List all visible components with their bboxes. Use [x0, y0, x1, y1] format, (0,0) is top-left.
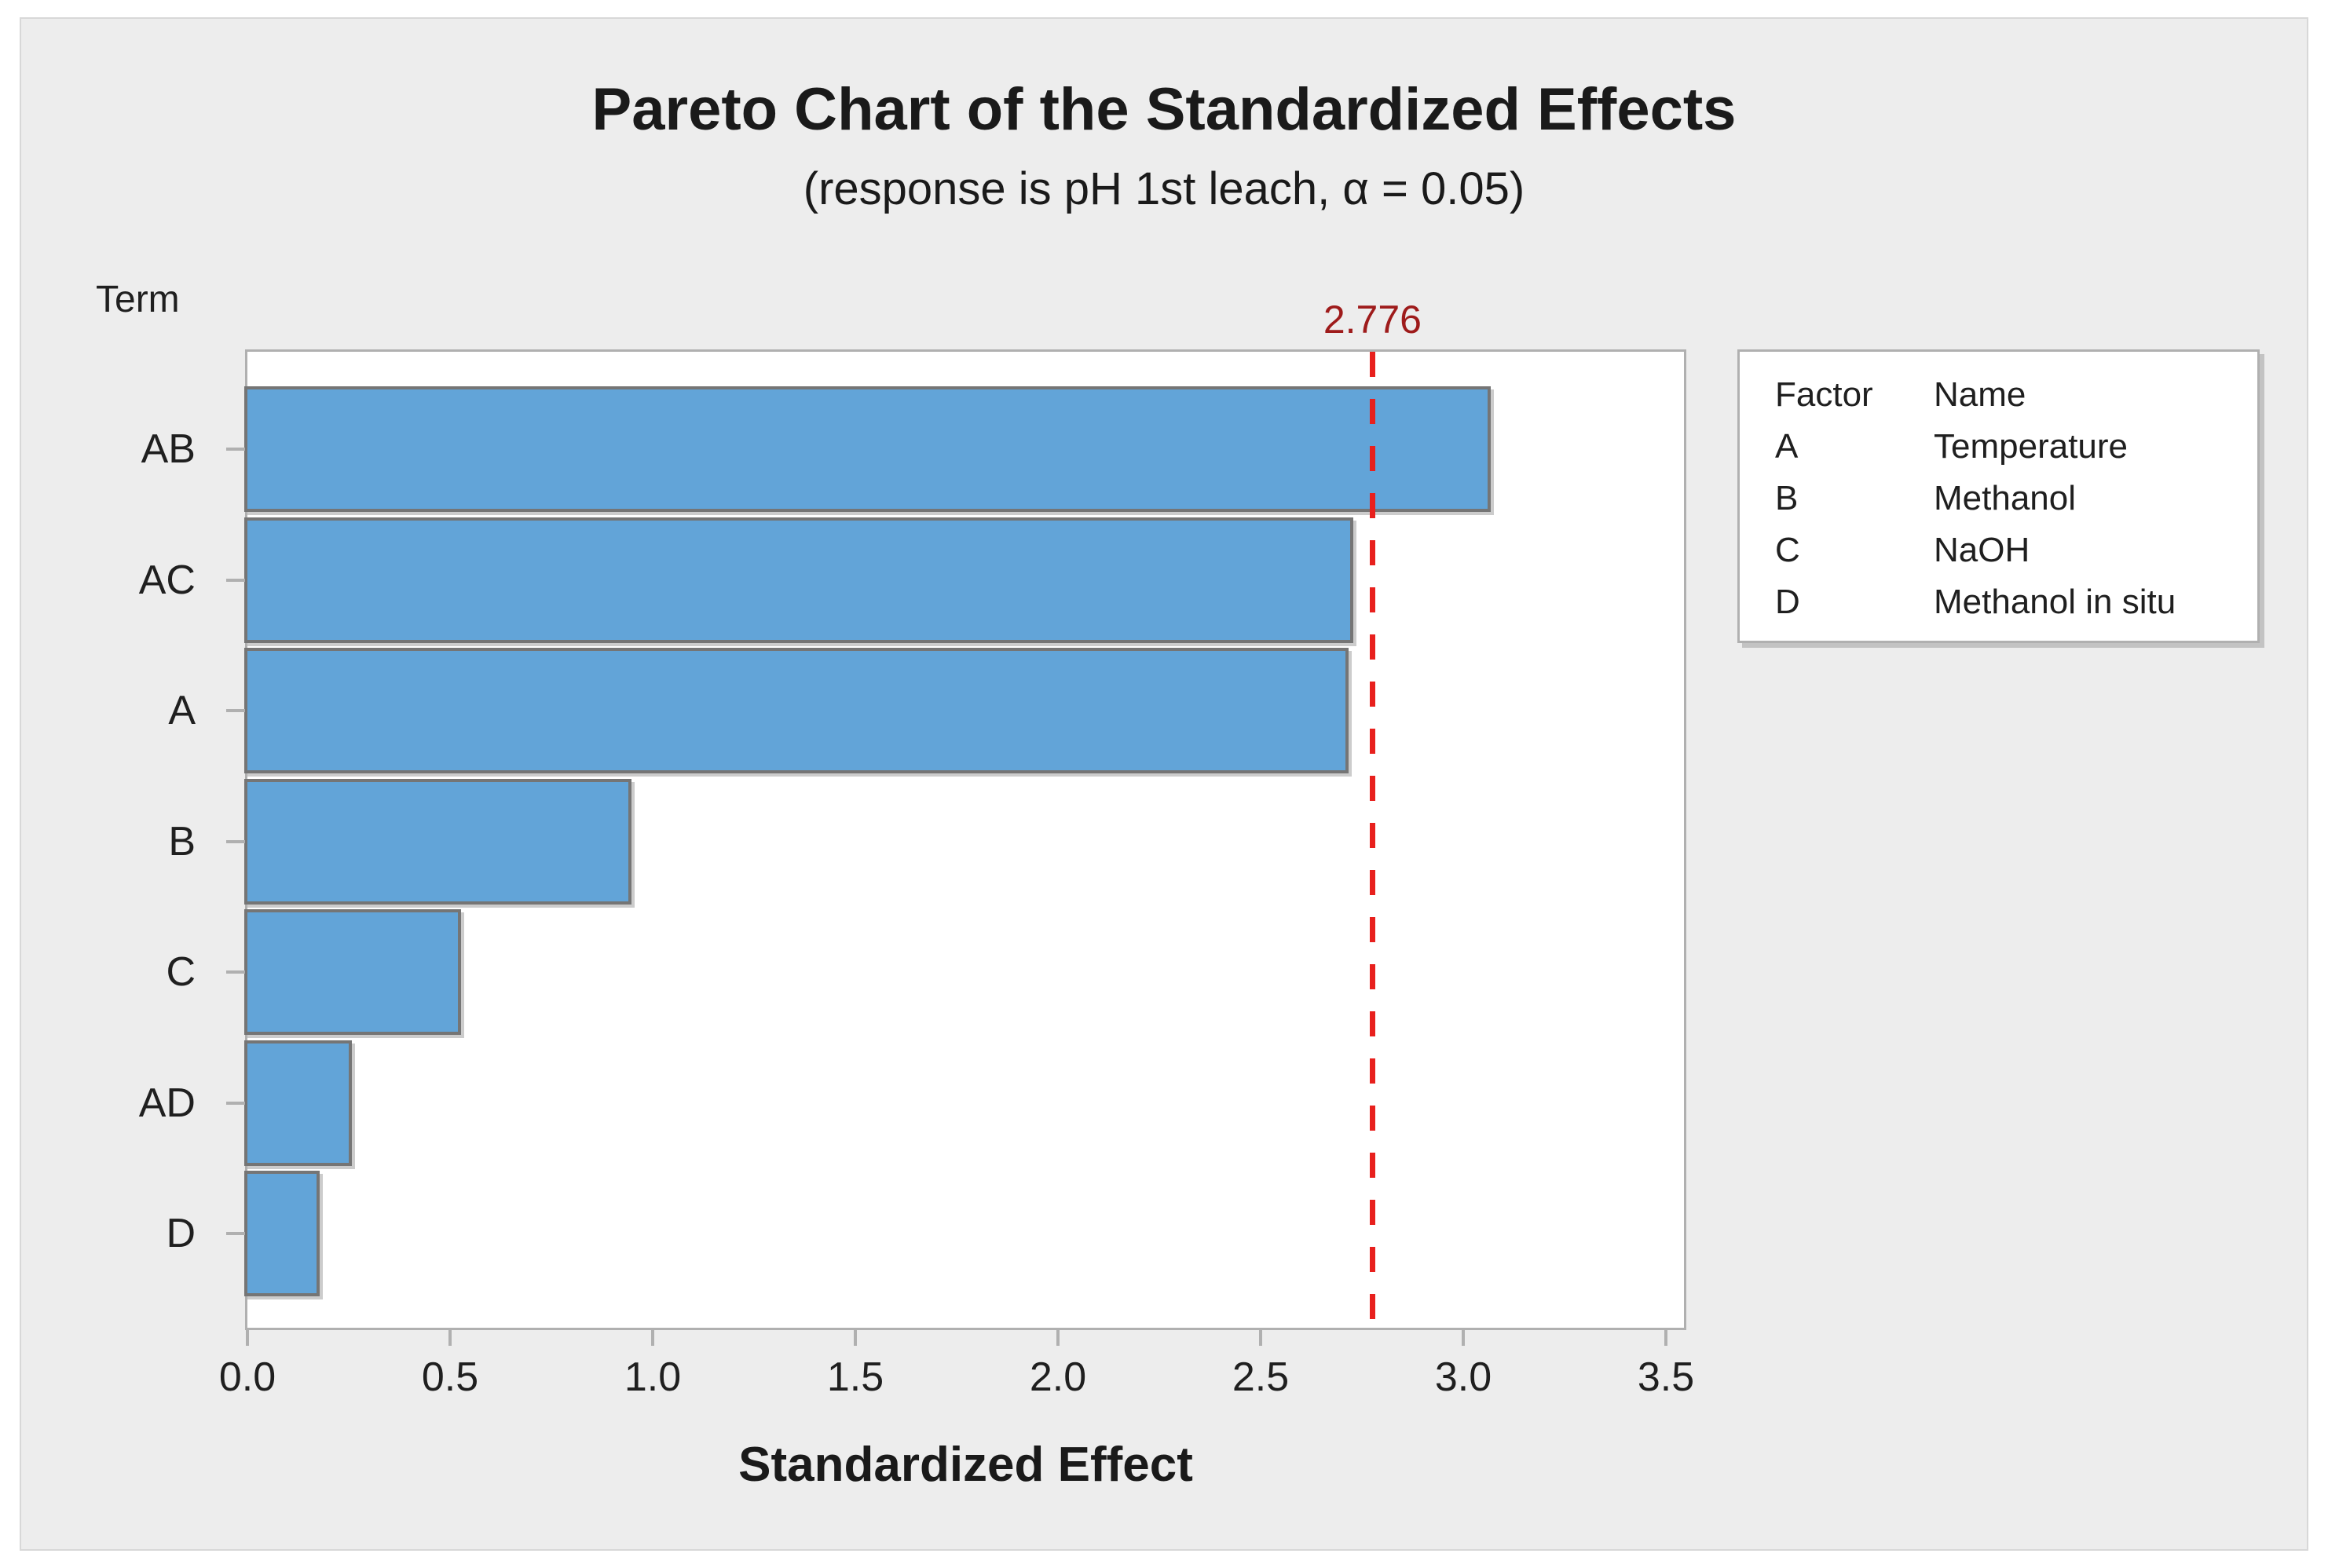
legend-row-D: D Methanol in situ	[1775, 576, 2257, 628]
x-tick-label-0.5: 0.5	[421, 1354, 479, 1400]
legend-header-row: Factor Name	[1775, 369, 2257, 421]
x-tick-label-3.5: 3.5	[1637, 1354, 1695, 1400]
bar-AC	[244, 517, 1353, 643]
y-tick-B	[226, 839, 245, 843]
x-tick-2.0	[1056, 1329, 1060, 1346]
y-tick-AC	[226, 578, 245, 582]
y-tick-C	[226, 970, 245, 974]
bar-A	[244, 648, 1349, 773]
y-tick-A	[226, 709, 245, 712]
significance-reference-line	[1370, 352, 1376, 1328]
bar-C	[244, 909, 462, 1035]
legend-name-C: NaOH	[1934, 531, 2030, 569]
x-tick-3.0	[1462, 1329, 1465, 1346]
legend-factor-C: C	[1775, 531, 1800, 569]
y-tick-AB	[226, 448, 245, 451]
legend-name-B: Methanol	[1934, 479, 2077, 517]
y-axis-title: Term	[96, 279, 180, 320]
x-tick-1.5	[854, 1329, 857, 1346]
legend-name-A: Temperature	[1934, 427, 2129, 466]
y-axis-label-D: D	[166, 1211, 196, 1256]
y-tick-AD	[226, 1101, 245, 1105]
reference-line-label: 2.776	[1323, 298, 1422, 342]
legend-row-A: A Temperature	[1775, 421, 2257, 473]
x-tick-label-2.5: 2.5	[1232, 1354, 1290, 1400]
y-axis-label-C: C	[166, 949, 196, 995]
bar-AD	[244, 1040, 352, 1166]
x-tick-0.5	[448, 1329, 452, 1346]
y-tick-D	[226, 1232, 245, 1235]
x-tick-3.5	[1664, 1329, 1667, 1346]
bar-B	[244, 778, 632, 905]
x-tick-label-0.0: 0.0	[218, 1354, 276, 1400]
y-axis-label-AB: AB	[141, 426, 196, 472]
y-axis-label-AD: AD	[138, 1080, 196, 1126]
bar-D	[244, 1171, 320, 1296]
legend-box: Factor Name A Temperature B Methanol C NaOH D Met…	[1737, 349, 2260, 643]
x-tick-label-1.5: 1.5	[826, 1354, 884, 1400]
y-axis-label-AC: AC	[138, 557, 196, 603]
x-tick-label-2.0: 2.0	[1029, 1354, 1087, 1400]
y-axis-label-A: A	[168, 688, 196, 733]
x-tick-label-3.0: 3.0	[1434, 1354, 1492, 1400]
legend-header-factor: Factor	[1775, 375, 1873, 414]
y-axis-label-B: B	[168, 818, 196, 864]
x-tick-1.0	[651, 1329, 654, 1346]
chart-subtitle: (response is pH 1st leach, α = 0.05)	[803, 163, 1525, 214]
x-tick-label-1.0: 1.0	[624, 1354, 682, 1400]
legend-row-C: C NaOH	[1775, 524, 2257, 576]
chart-title: Pareto Chart of the Standardized Effects	[591, 76, 1737, 143]
graph-canvas: Pareto Chart of the Standardized Effects…	[20, 17, 2308, 1551]
legend-row-B: B Methanol	[1775, 473, 2257, 524]
x-tick-0.0	[246, 1329, 249, 1346]
legend-name-D: Methanol in situ	[1934, 583, 2176, 621]
legend-factor-D: D	[1775, 583, 1800, 621]
legend-factor-B: B	[1775, 479, 1799, 517]
plot-area	[244, 349, 1686, 1330]
legend-factor-A: A	[1775, 427, 1799, 466]
x-axis-title: Standardized Effect	[738, 1438, 1193, 1492]
legend-header-name: Name	[1934, 375, 2026, 414]
bar-AB	[244, 386, 1491, 512]
x-tick-2.5	[1259, 1329, 1262, 1346]
